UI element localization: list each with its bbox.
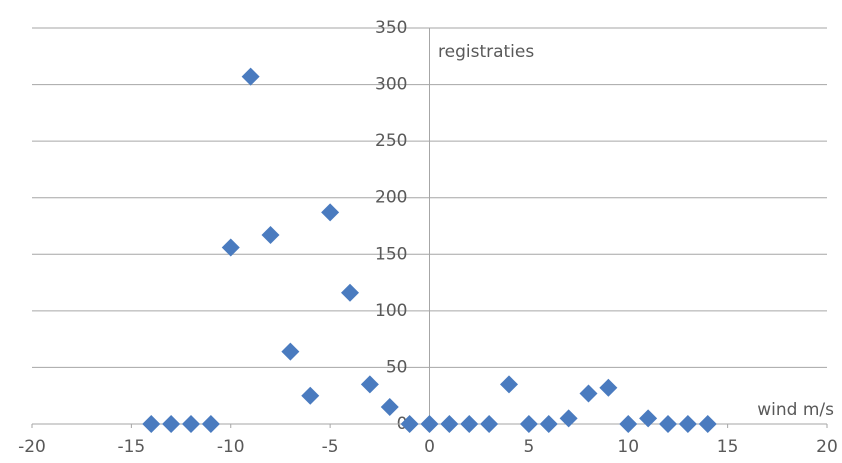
data-point bbox=[619, 415, 638, 433]
x-axis-title: wind m/s bbox=[757, 400, 834, 420]
data-point bbox=[500, 375, 518, 394]
y-tick-label: 50 bbox=[386, 357, 408, 377]
data-point bbox=[420, 415, 439, 433]
x-tick-label: 15 bbox=[717, 437, 739, 457]
y-tick-label: 300 bbox=[375, 75, 407, 95]
data-point bbox=[559, 409, 578, 428]
data-point bbox=[599, 378, 618, 397]
x-tick-label: 10 bbox=[617, 437, 639, 457]
data-point bbox=[162, 415, 181, 433]
y-axis-title: registraties bbox=[438, 42, 534, 62]
data-point bbox=[380, 398, 399, 417]
x-tick-label: 5 bbox=[523, 437, 534, 457]
y-tick-label: 100 bbox=[375, 301, 407, 321]
x-tick-label: -15 bbox=[117, 437, 145, 457]
data-point bbox=[480, 415, 499, 433]
data-point bbox=[579, 384, 598, 403]
data-point bbox=[678, 415, 697, 433]
data-point bbox=[698, 415, 717, 433]
data-point bbox=[142, 415, 161, 433]
data-point bbox=[341, 283, 359, 302]
x-tick-label: -20 bbox=[18, 437, 46, 457]
data-point bbox=[241, 67, 260, 86]
data-point bbox=[460, 415, 479, 433]
data-point bbox=[360, 375, 379, 394]
y-tick-label: 350 bbox=[375, 18, 407, 38]
x-tick-label: -5 bbox=[322, 437, 339, 457]
data-point bbox=[539, 415, 558, 433]
data-point bbox=[281, 342, 300, 361]
x-tick-label: 20 bbox=[816, 437, 838, 457]
x-tick-label: 0 bbox=[424, 437, 435, 457]
data-point bbox=[659, 415, 677, 433]
data-point bbox=[182, 415, 200, 433]
y-tick-label: 150 bbox=[375, 244, 407, 264]
y-tick-label: 250 bbox=[375, 131, 407, 151]
data-point bbox=[639, 409, 658, 428]
data-point bbox=[440, 415, 459, 433]
x-tick-label: -10 bbox=[217, 437, 245, 457]
data-point bbox=[400, 415, 419, 433]
data-point bbox=[301, 386, 320, 405]
data-point bbox=[221, 238, 240, 257]
data-point bbox=[519, 415, 538, 433]
data-point bbox=[321, 203, 340, 222]
data-point bbox=[201, 415, 220, 433]
y-tick-label: 200 bbox=[375, 188, 407, 208]
data-point bbox=[261, 226, 280, 245]
